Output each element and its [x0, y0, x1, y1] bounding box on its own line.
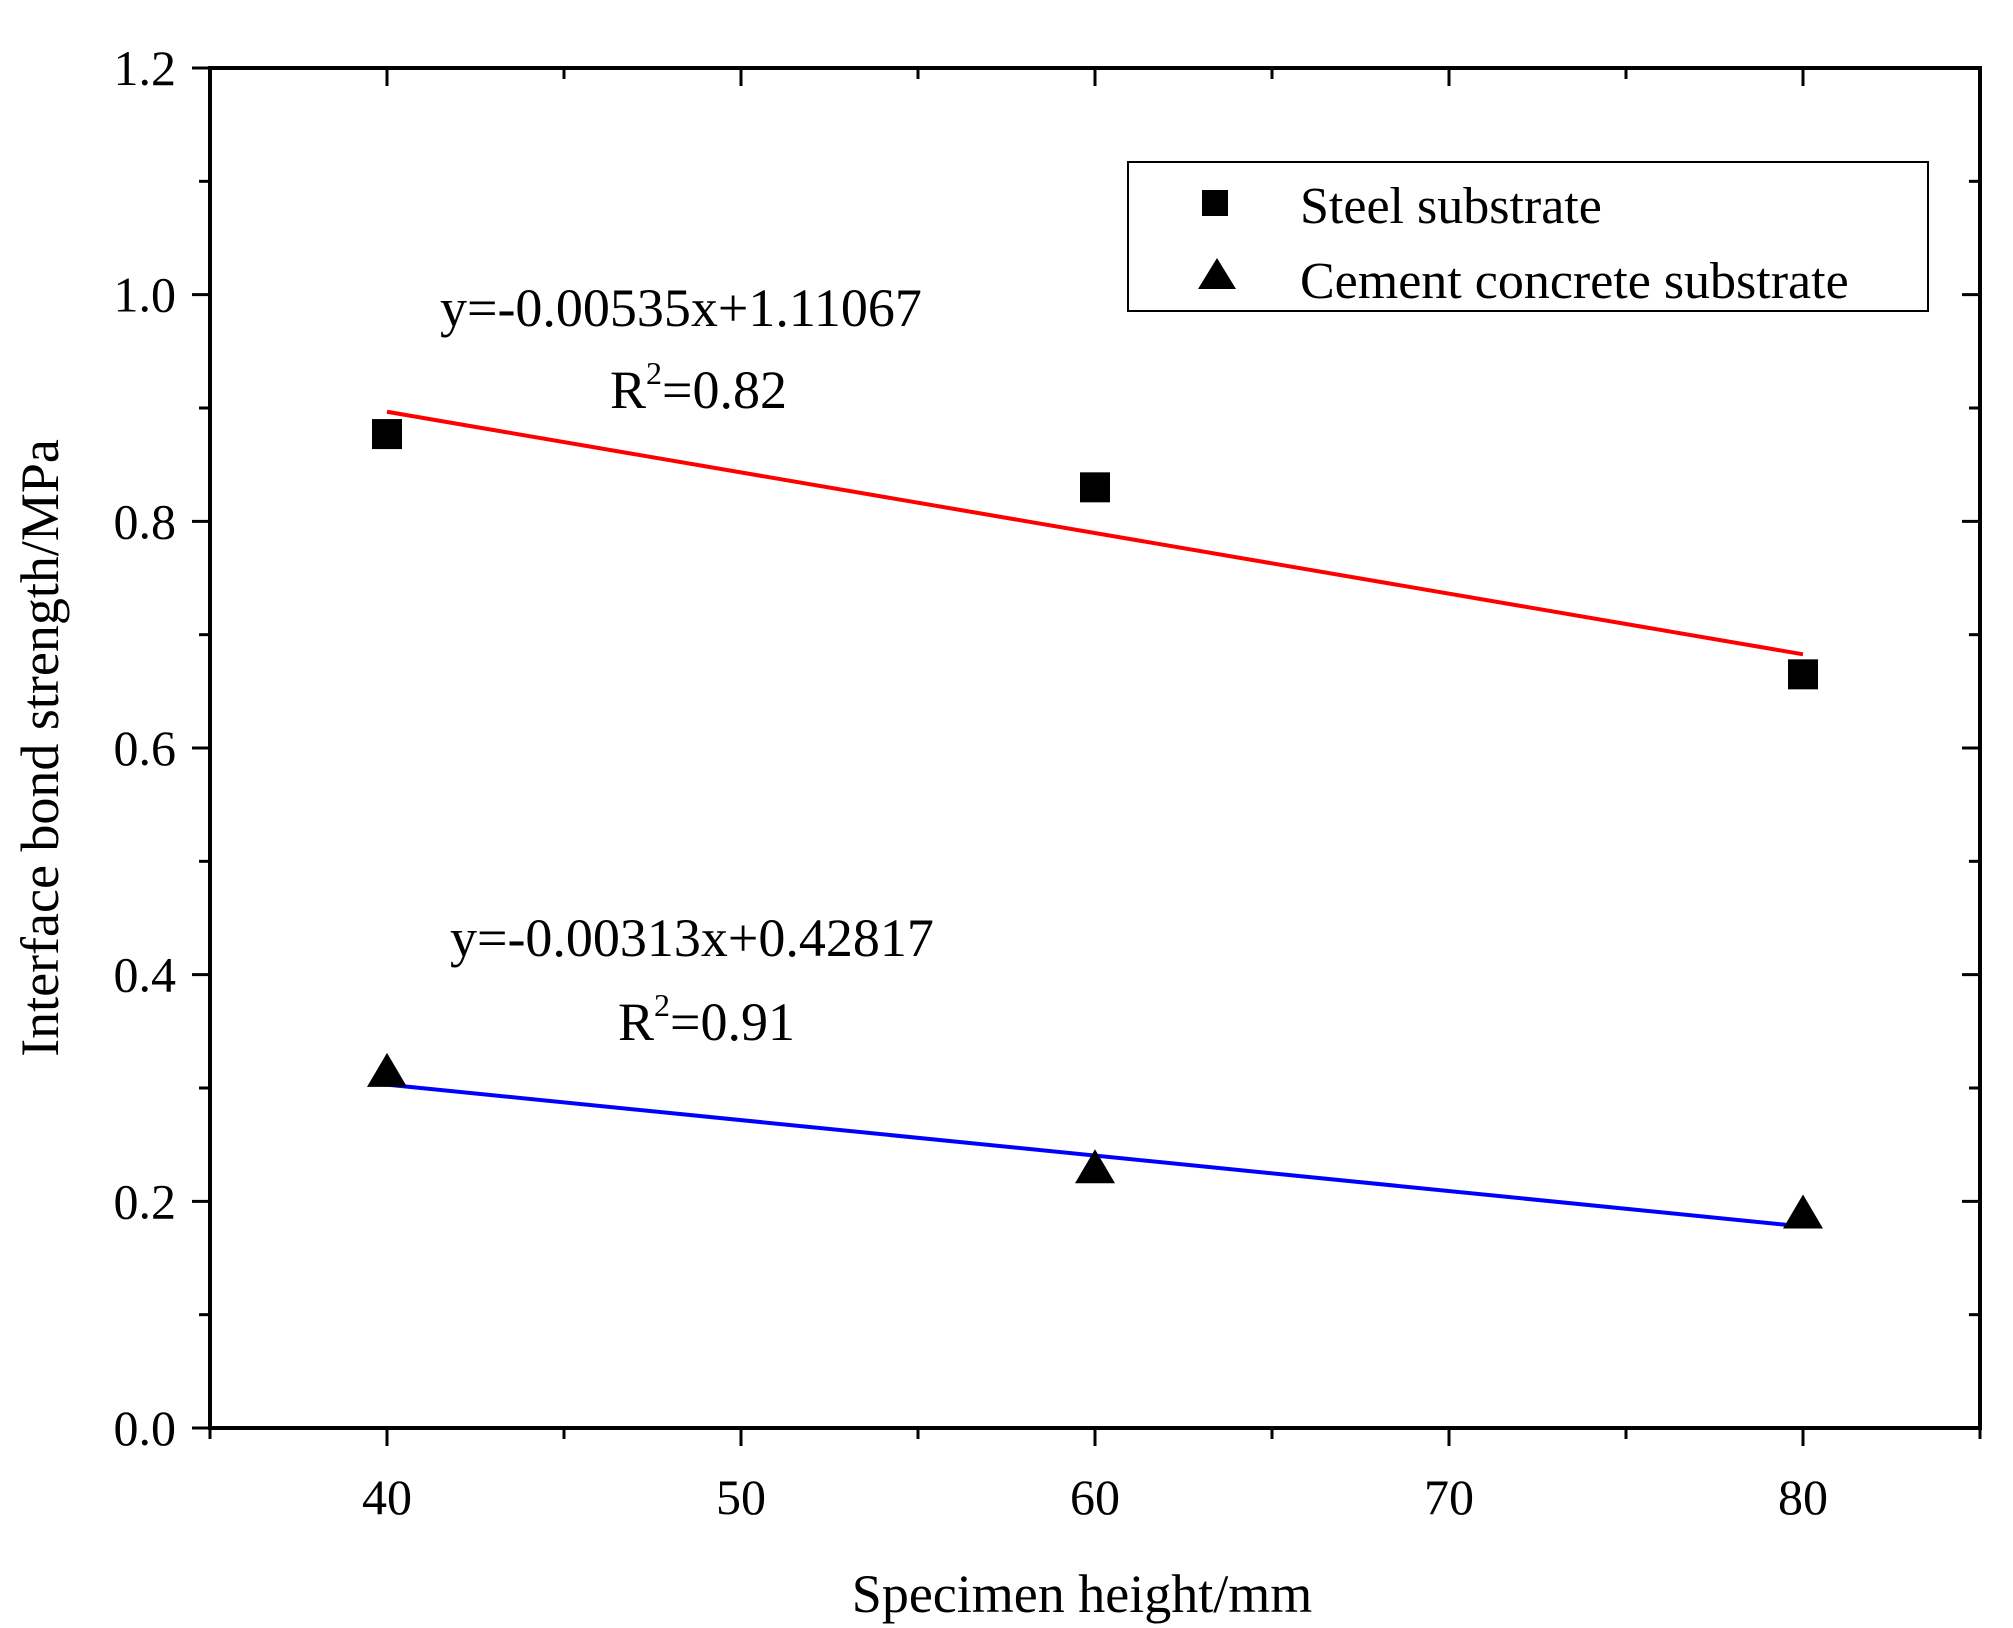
point-steel — [1788, 659, 1818, 690]
steel-r2-base: R — [610, 360, 646, 420]
steel-fit-equation: y=-0.00535x+1.11067 — [440, 278, 922, 338]
point-cement — [367, 1052, 407, 1087]
cement-r2-base: R — [618, 992, 654, 1052]
x-tick-label: 70 — [1424, 1469, 1474, 1525]
y-tick-label: 0.4 — [114, 947, 177, 1003]
steel-r2-value: =0.82 — [662, 360, 787, 420]
fit-lines — [386, 409, 1804, 1229]
y-tick-label: 0.6 — [114, 720, 177, 776]
legend-box — [1127, 161, 1929, 312]
legend-steel-label: Steel substrate — [1300, 178, 1602, 235]
legend-cement-marker — [1198, 258, 1236, 289]
y-tick-label: 0.8 — [114, 493, 177, 549]
steel-r2-sup: 2 — [646, 355, 662, 391]
point-steel — [372, 419, 402, 450]
cement-fit-equation: y=-0.00313x+0.42817 — [450, 908, 934, 968]
cement-r2-sup: 2 — [654, 987, 670, 1023]
y-tick-label: 1.2 — [114, 40, 177, 96]
x-tick-label: 50 — [716, 1469, 766, 1525]
cement-r2-value: =0.91 — [670, 992, 795, 1052]
cement-fit-r2: R2=0.91 — [618, 987, 795, 1052]
legend-steel-marker — [1202, 190, 1228, 216]
y-tick-label: 0.2 — [114, 1173, 177, 1229]
fit-line-steel — [386, 409, 1804, 657]
point-cement — [1075, 1149, 1115, 1184]
steel-fit-r2: R2=0.82 — [610, 355, 787, 420]
legend: Steel substrate Cement concrete substrat… — [1127, 161, 1929, 312]
legend-cement-label: Cement concrete substrate — [1300, 253, 1849, 310]
point-cement — [1783, 1194, 1823, 1229]
point-steel — [1080, 472, 1110, 503]
y-axis-label: Interface bond strength/MPa — [10, 439, 70, 1057]
x-tick-label: 40 — [362, 1469, 412, 1525]
y-tick-label: 1.0 — [114, 267, 177, 323]
x-tick-label: 60 — [1070, 1469, 1120, 1525]
y-tick-label: 0.0 — [114, 1400, 177, 1456]
x-axis-label: Specimen height/mm — [852, 1564, 1312, 1624]
axis-tick-labels: 40 50 60 70 80 0.0 0.2 0.4 0.6 0.8 1.0 1.2 — [114, 40, 1829, 1525]
axis-ticks — [192, 66, 1982, 1446]
data-markers — [367, 419, 1823, 1229]
x-tick-label: 80 — [1778, 1469, 1828, 1525]
